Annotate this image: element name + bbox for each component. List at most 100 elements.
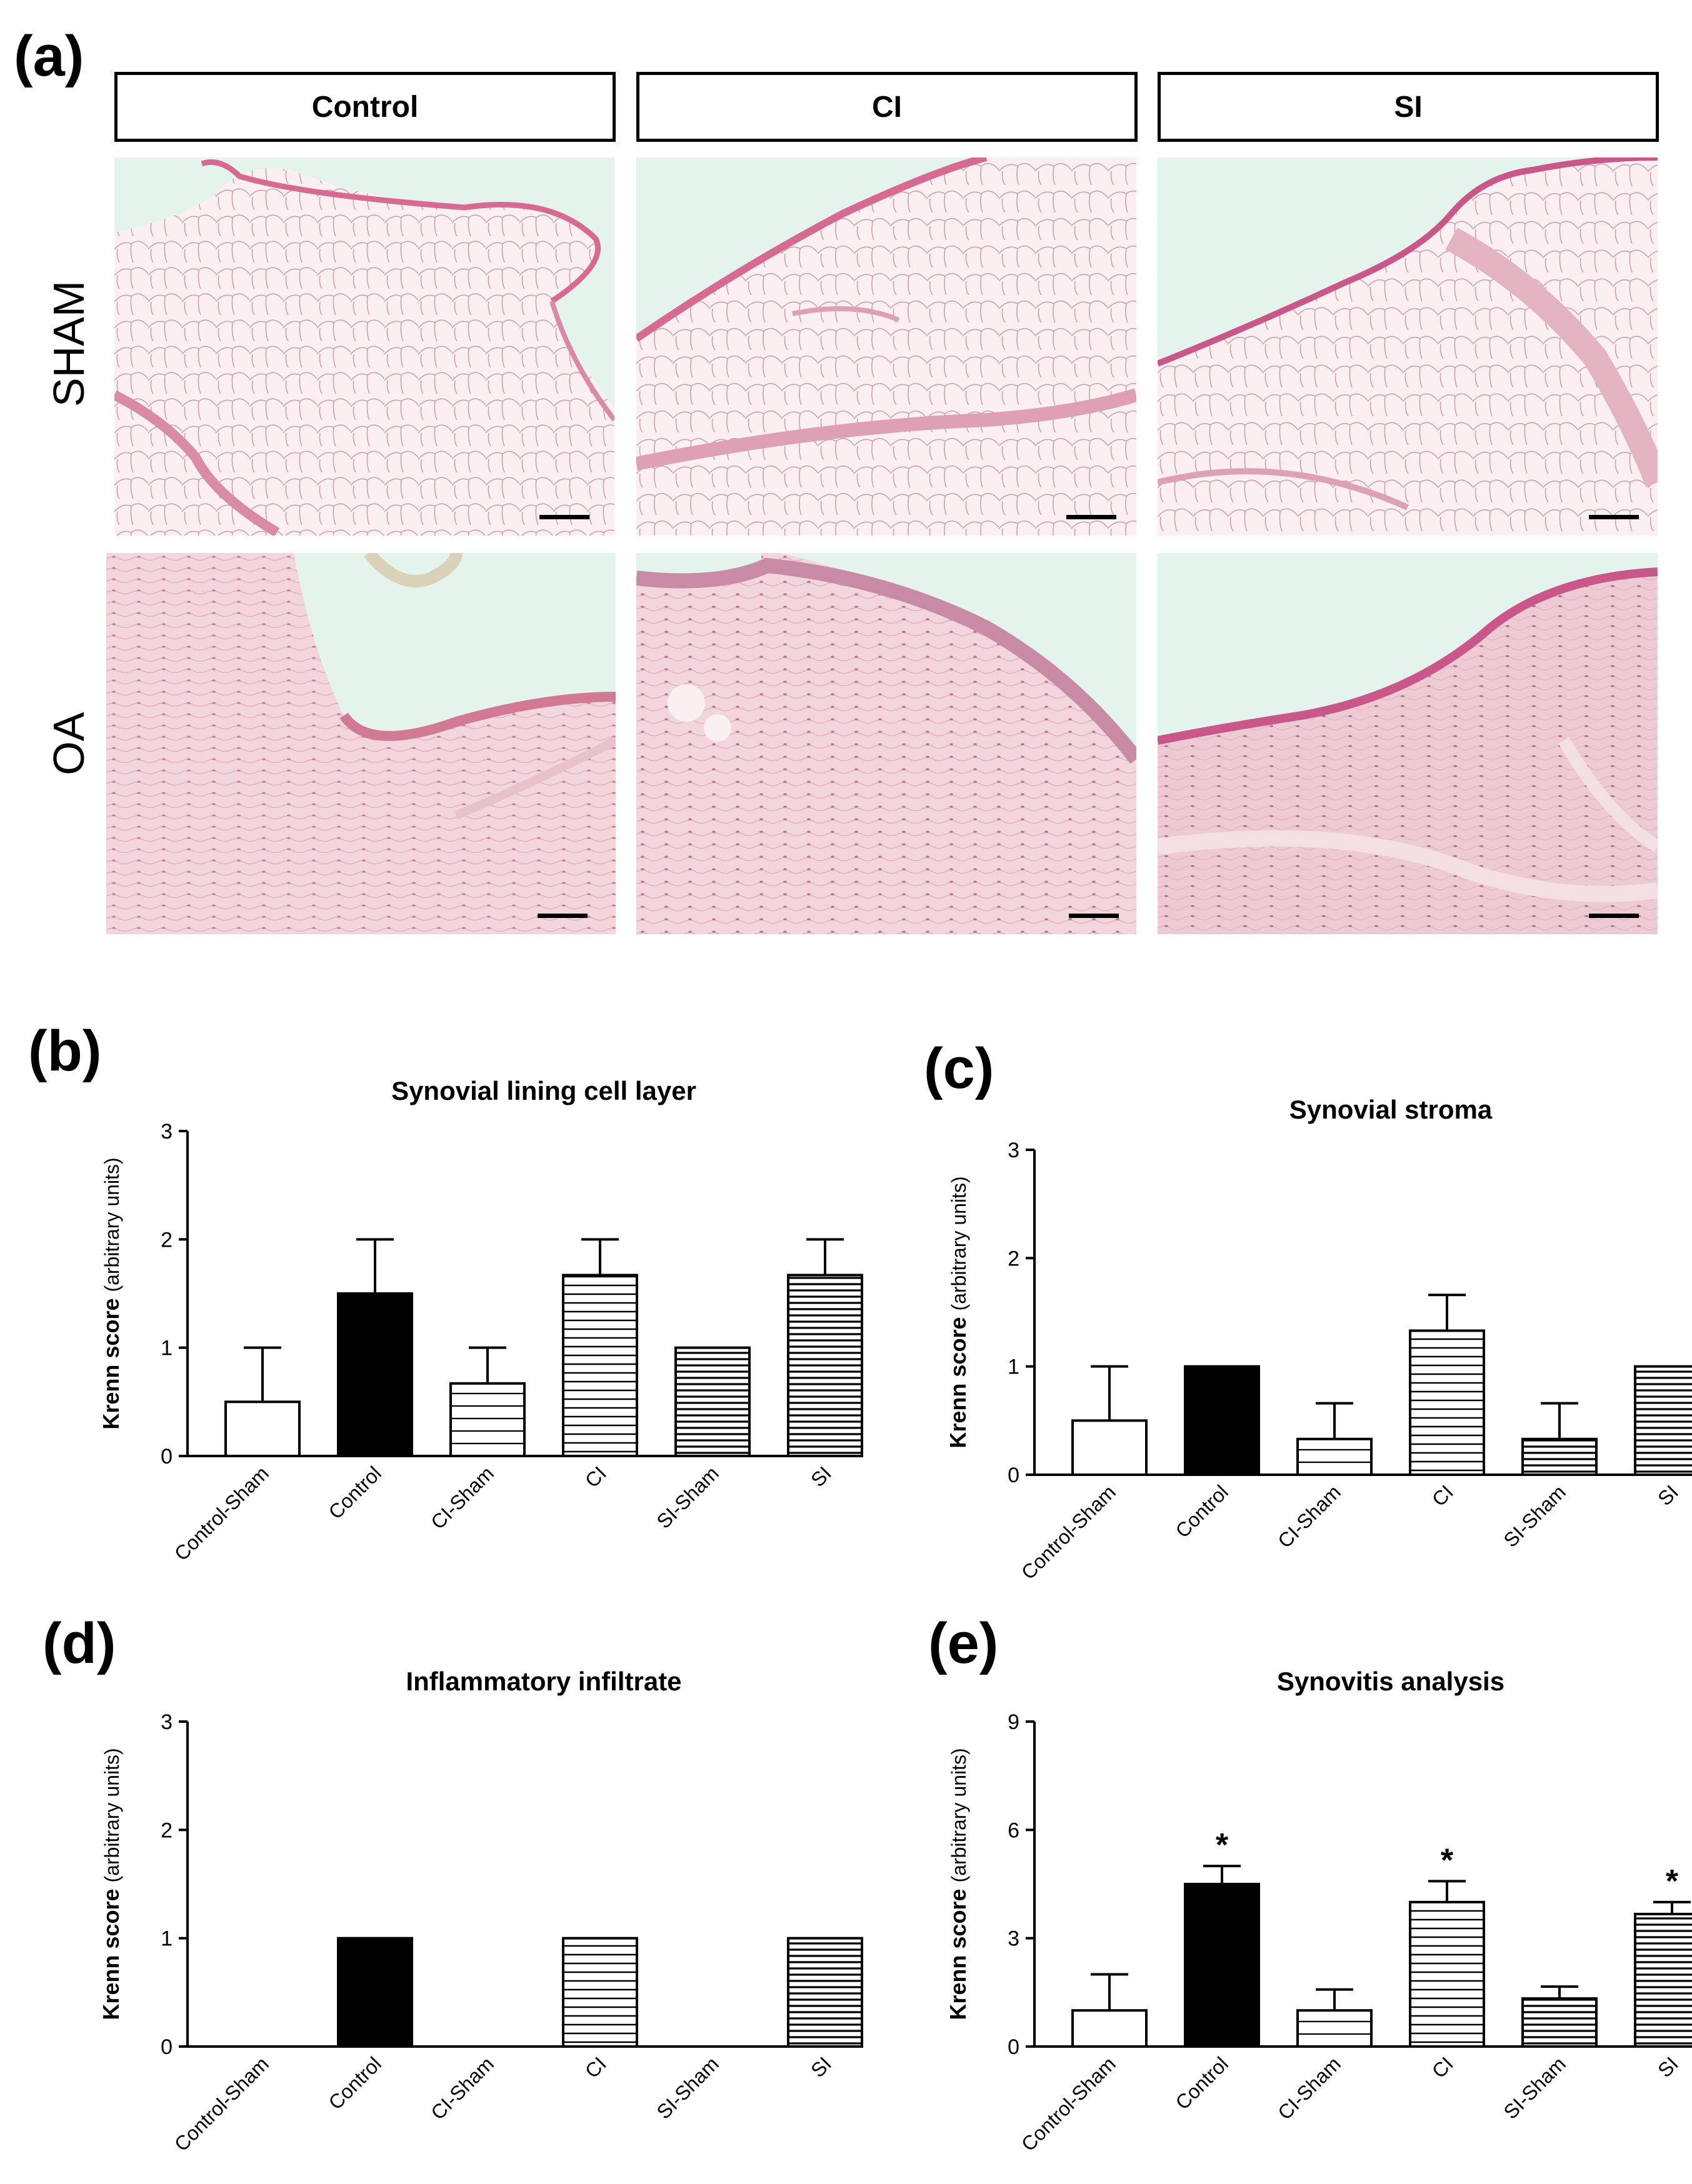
y-axis-label-units: (arbitrary units) (101, 1748, 123, 1882)
bar-control-sham (1071, 1419, 1148, 1476)
x-tick-label: CI (581, 2052, 611, 2082)
significance-marker: * (1216, 1827, 1229, 1863)
x-tick-label: Control (324, 1462, 386, 1523)
chart-synovitis-analysis: Synovitis analysis Krenn score (arbitrary… (945, 1667, 1692, 2156)
x-tick-label: CI-Sham (1273, 2052, 1345, 2124)
micrograph-image (1158, 553, 1658, 934)
y-tick-label: 3 (161, 1120, 173, 1144)
x-tick-label: SI (1653, 1480, 1683, 1510)
panel-label-d: (d) (43, 1612, 116, 1675)
y-axis-label-units: (arbitrary units) (101, 1157, 123, 1292)
bar-ci (562, 1274, 638, 1457)
y-tick-label: 1 (1008, 1355, 1019, 1379)
x-tick-label: SI (1653, 2052, 1683, 2082)
y-tick-label: 0 (1008, 1463, 1019, 1487)
y-axis-label-main: Krenn score (98, 1292, 124, 1430)
chart-synovial-lining: Synovial lining cell layer Krenn score (a… (98, 1076, 863, 1565)
bar-ci-sham (1296, 2009, 1373, 2048)
x-tick-label: Control-Sham (1017, 1480, 1120, 1583)
micrograph-sham-si (1158, 157, 1658, 536)
panel-label-b: (b) (28, 1019, 102, 1083)
x-tick-label: Control (324, 2052, 386, 2113)
x-tick-label: CI (1428, 1480, 1458, 1510)
y-tick-label: 3 (161, 1710, 173, 1734)
panel-label-e: (e) (928, 1612, 999, 1675)
significance-marker: * (1441, 1842, 1454, 1878)
y-axis-label-main: Krenn score (98, 1883, 124, 2020)
micrograph-sham-control (114, 157, 614, 536)
y-tick-label: 2 (161, 1228, 173, 1252)
x-tick-label: Control-Sham (170, 2052, 273, 2155)
y-tick-label: 3 (1008, 1927, 1019, 1951)
chart-synovial-stroma: Synovial stroma Krenn score (arbitrary un… (945, 1095, 1692, 1584)
bar-si (1634, 1912, 1692, 2048)
x-tick-label: CI-Sham (1273, 1480, 1345, 1552)
y-tick-label: 0 (161, 2035, 173, 2059)
bar-ci (1409, 1900, 1485, 2048)
chart-title: Inflammatory infiltrate (406, 1667, 681, 1696)
x-tick-label: Control (1171, 1480, 1233, 1542)
row-label-oa: OA (44, 712, 93, 775)
chart-title: Synovitis analysis (1277, 1667, 1504, 1696)
y-axis-label: Krenn score (arbitrary units) (945, 1176, 971, 1448)
bar-si-sham (674, 1346, 751, 1457)
x-tick-label: Control-Sham (170, 1462, 273, 1565)
y-tick-label: 2 (161, 1818, 173, 1842)
significance-marker: * (1666, 1863, 1679, 1900)
y-axis-label: Krenn score (arbitrary units) (945, 1748, 971, 2020)
column-header-si: SI (1158, 72, 1659, 142)
x-tick-label: Control (1171, 2052, 1233, 2113)
bar-ci-sham (1296, 1437, 1373, 1476)
chart-title: Synovial stroma (1289, 1095, 1493, 1124)
y-axis-label-main: Krenn score (945, 1883, 971, 2020)
micrograph-image (636, 157, 1136, 536)
x-tick-label: SI-Sham (652, 1462, 723, 1532)
bar-control-sham (1071, 2009, 1148, 2048)
bar-control (337, 1937, 413, 2048)
bar-ci-sham (449, 1382, 526, 1457)
micrograph-image (1158, 157, 1658, 536)
y-tick-label: 3 (1008, 1139, 1019, 1162)
y-tick-label: 2 (1008, 1247, 1019, 1270)
x-tick-label: CI (1428, 2052, 1458, 2082)
bar-si-sham (1521, 1997, 1598, 2048)
x-tick-label: CI (581, 1462, 611, 1492)
y-tick-label: 0 (1008, 2035, 1019, 2059)
x-tick-label: CI-Sham (426, 1462, 498, 1533)
column-header-ci: CI (636, 72, 1138, 142)
chart-title: Synovial lining cell layer (391, 1076, 696, 1105)
bar-si (1634, 1365, 1692, 1476)
micrograph-image (114, 157, 614, 536)
micrograph-oa-control (106, 553, 616, 934)
bar-si-sham (1521, 1437, 1598, 1476)
y-tick-label: 0 (161, 1445, 173, 1468)
y-tick-label: 6 (1008, 1818, 1019, 1842)
y-axis-label-units: (arbitrary units) (948, 1176, 970, 1310)
micrograph-oa-si (1158, 553, 1658, 934)
x-tick-label: SI-Sham (1499, 1480, 1569, 1551)
x-tick-label: SI-Sham (1499, 2052, 1569, 2123)
panel-label-c: (c) (924, 1037, 994, 1100)
y-tick-label: 1 (161, 1337, 173, 1360)
y-axis-label-units: (arbitrary units) (948, 1748, 970, 1882)
bar-control-sham (224, 1400, 301, 1457)
bar-ci (562, 1937, 638, 2048)
x-tick-label: SI-Sham (652, 2052, 723, 2123)
bar-si (787, 1937, 863, 2048)
bar-control (1184, 1365, 1260, 1476)
x-tick-label: CI-Sham (426, 2052, 498, 2124)
bar-ci (1409, 1329, 1485, 1477)
micrograph-image (106, 553, 616, 934)
y-axis-label: Krenn score (arbitrary units) (98, 1157, 124, 1429)
bar-si (787, 1274, 863, 1457)
y-tick-label: 9 (1008, 1710, 1019, 1734)
x-tick-label: SI (806, 1462, 836, 1491)
x-tick-label: Control-Sham (1017, 2052, 1120, 2155)
panel-label-a: (a) (14, 24, 84, 88)
micrograph-image (636, 553, 1136, 934)
micrograph-sham-ci (636, 157, 1136, 536)
bar-control (337, 1292, 413, 1457)
chart-inflammatory-infiltrate: Inflammatory infiltrate Krenn score (arbi… (98, 1667, 863, 2156)
micrograph-oa-ci (636, 553, 1136, 934)
bar-control (1184, 1883, 1260, 2048)
